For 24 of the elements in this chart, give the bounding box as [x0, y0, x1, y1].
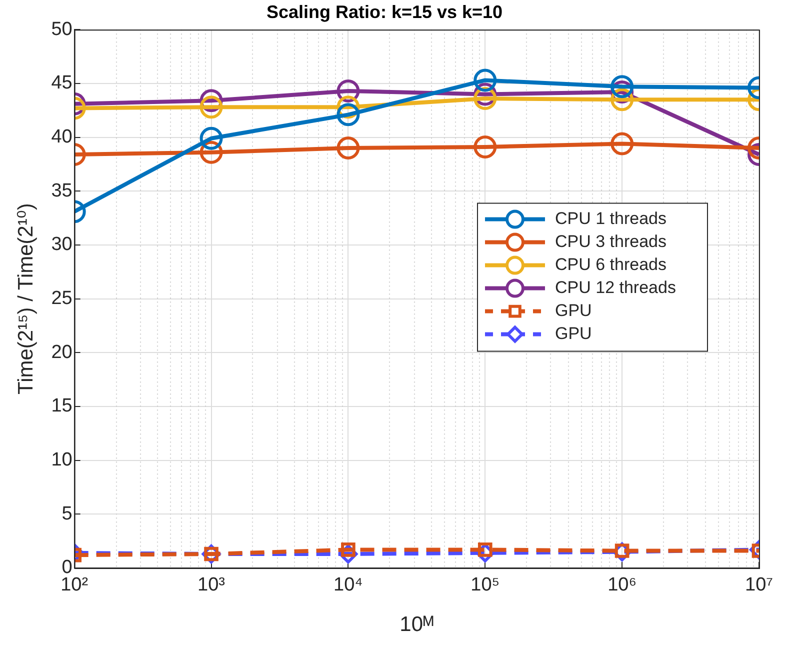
y-tick-label: 50: [51, 18, 72, 40]
y-tick-label: 40: [51, 126, 72, 148]
y-axis-title: Time(2¹⁵) / Time(2¹⁰): [14, 203, 38, 394]
chart-title: Scaling Ratio: k=15 vs k=10: [266, 2, 503, 22]
x-tick-label: 10⁷: [744, 574, 774, 596]
x-tick-label: 10⁴: [334, 574, 363, 596]
legend-label: GPU: [555, 300, 592, 320]
legend-label: CPU 3 threads: [555, 232, 666, 251]
legend-label: CPU 6 threads: [555, 254, 666, 274]
legend-label: CPU 12 threads: [555, 278, 676, 297]
y-tick-label: 35: [51, 180, 72, 202]
x-tick-label: 10³: [198, 574, 225, 596]
y-tick-label: 5: [62, 503, 72, 524]
legend-label: CPU 1 threads: [555, 208, 666, 228]
y-tick-label: 20: [51, 342, 72, 363]
y-tick-label: 15: [51, 396, 72, 417]
x-tick-label: 10⁵: [470, 574, 500, 596]
x-axis-title: 10ᴹ: [400, 613, 434, 636]
y-tick-label: 45: [51, 72, 72, 94]
y-tick-label: 10: [51, 450, 72, 471]
legend-label: GPU: [555, 324, 592, 343]
x-tick-label: 10⁶: [608, 574, 637, 596]
y-tick-label: 25: [51, 288, 72, 310]
y-tick-label: 30: [51, 234, 72, 256]
